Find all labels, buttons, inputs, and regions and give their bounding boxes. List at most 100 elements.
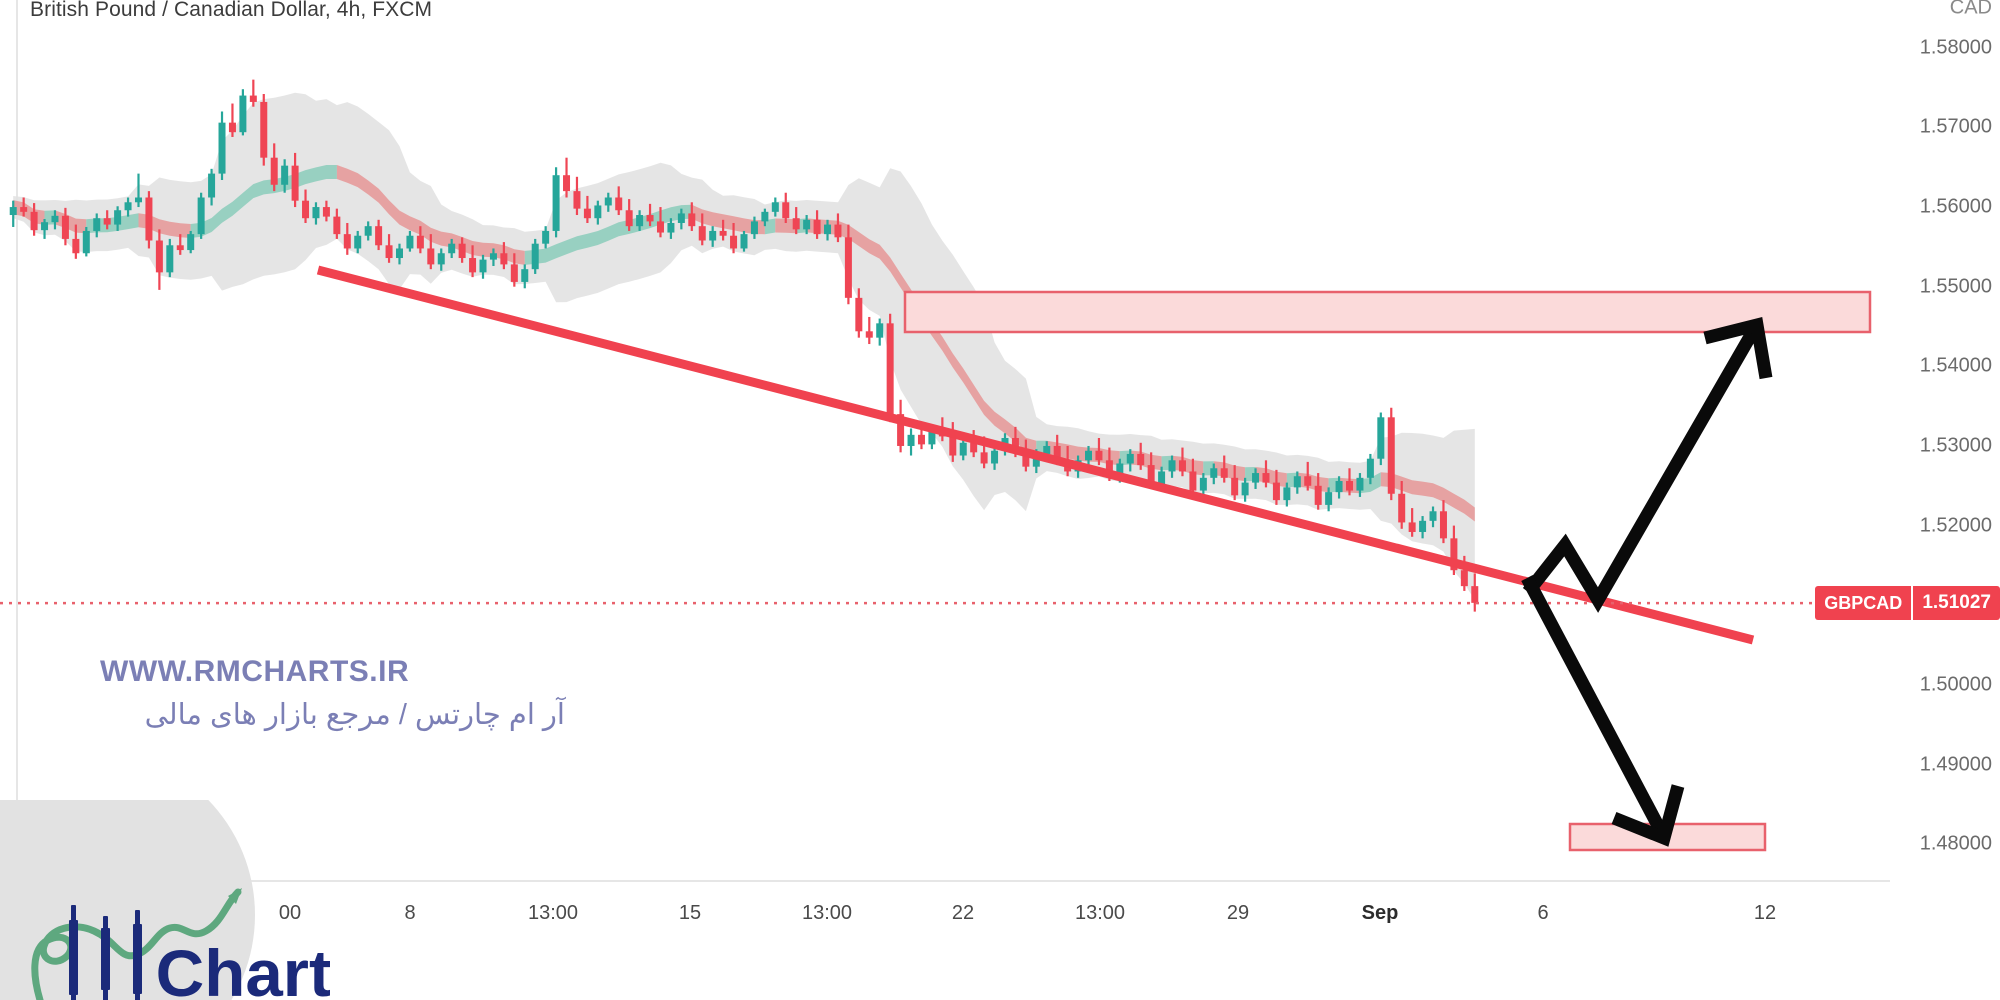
- candle-body: [719, 230, 727, 236]
- candle-body: [1053, 445, 1061, 461]
- candle-body: [1022, 452, 1030, 467]
- ribbon-core-segment: [1255, 467, 1287, 488]
- candle-body: [1252, 473, 1260, 483]
- ribbon-band: [13, 92, 1475, 601]
- candle-body: [844, 237, 852, 298]
- candle-body: [907, 434, 915, 446]
- candle-body: [583, 208, 591, 219]
- candle-body: [124, 202, 132, 211]
- candle-body: [30, 211, 38, 231]
- chart-title: British Pound / Canadian Dollar, 4h, FXC…: [30, 0, 433, 21]
- candle-body: [1105, 460, 1113, 477]
- candle-body: [740, 234, 748, 249]
- time-tick: Sep: [1361, 902, 1399, 924]
- candle-body: [176, 245, 184, 251]
- candle-body: [1293, 476, 1301, 488]
- ribbon-core-segment: [764, 218, 776, 235]
- candle-body: [155, 240, 163, 273]
- candle-body: [479, 259, 487, 273]
- ribbon-core-segment: [1213, 461, 1246, 482]
- candle-body: [1439, 511, 1447, 539]
- time-tick: 12: [1753, 902, 1777, 924]
- candle-body: [82, 230, 90, 254]
- time-tick: 8: [404, 902, 416, 924]
- ribbon-core-segment: [190, 165, 337, 238]
- candle-body: [343, 234, 351, 249]
- price-tick: 1.52000: [1919, 514, 1992, 537]
- time-tick: 00: [278, 902, 302, 924]
- candle-body: [803, 219, 811, 230]
- ribbon-core-segment: [691, 204, 765, 235]
- candle-body: [322, 207, 330, 217]
- bearish-projection-arrow[interactable]: [1521, 574, 1685, 847]
- candle-body: [500, 253, 508, 265]
- candle-body: [636, 215, 644, 227]
- candle-body: [469, 258, 477, 273]
- time-tick: 13:00: [527, 902, 579, 924]
- candle-body: [1346, 481, 1354, 491]
- ribbon-core-segment: [1380, 472, 1475, 522]
- candle-body: [61, 215, 69, 239]
- price-tick: 1.57000: [1919, 115, 1992, 138]
- ribbon-core-segment: [806, 218, 1037, 455]
- candle-body: [1356, 477, 1364, 491]
- candle-body: [625, 210, 633, 227]
- candle-body: [698, 226, 706, 241]
- candle-body: [542, 230, 550, 244]
- candle-body: [730, 235, 738, 249]
- candle-body: [1116, 463, 1124, 477]
- candle-body: [1178, 460, 1186, 472]
- candle-body: [510, 264, 518, 282]
- candle-body: [1398, 493, 1406, 523]
- candle-body: [865, 331, 873, 338]
- candle-body: [1032, 453, 1040, 467]
- candle-body: [1011, 438, 1019, 453]
- candle-body: [980, 452, 988, 464]
- candle-body: [103, 218, 111, 225]
- candle-body: [1366, 458, 1374, 478]
- price-tick: 1.56000: [1919, 195, 1992, 218]
- time-axis[interactable]: 00 8 13:00 15 13:00 22 13:00 29 Sep 6 12: [0, 880, 1890, 1000]
- candle-body: [395, 248, 403, 259]
- candle-body: [991, 450, 999, 464]
- candle-body: [489, 253, 497, 260]
- current-price-tag[interactable]: GBPCAD 1.51027: [1815, 586, 2000, 621]
- resistance-zone[interactable]: [903, 290, 1872, 334]
- candle-body: [1419, 520, 1427, 532]
- candle-body: [1231, 477, 1239, 496]
- candle-body: [416, 235, 424, 249]
- candle-body: [886, 323, 894, 415]
- price-tick: 1.48000: [1919, 832, 1992, 855]
- price-axis[interactable]: CAD 1.58000 1.57000 1.56000 1.55000 1.54000 1…: [1815, 0, 2000, 880]
- candle-body: [208, 173, 216, 198]
- candle-body: [1095, 450, 1103, 461]
- candle-body: [949, 436, 957, 456]
- candle-body: [1126, 453, 1134, 464]
- chart-left-border: [16, 0, 18, 880]
- candle-body: [824, 224, 832, 235]
- time-tick: 29: [1226, 902, 1250, 924]
- candle-body: [249, 95, 257, 102]
- candle-body: [855, 297, 863, 332]
- candle-body: [166, 245, 174, 273]
- candle-body: [437, 253, 445, 265]
- candle-body: [114, 210, 122, 225]
- candle-body: [1262, 473, 1270, 483]
- candle-body: [959, 442, 967, 456]
- descending-trendline[interactable]: [316, 265, 1755, 645]
- candle-body: [761, 211, 769, 222]
- candle-body: [72, 238, 80, 254]
- candle-body: [333, 216, 341, 235]
- candle-body: [260, 101, 268, 158]
- chart-plot-area[interactable]: [0, 0, 1890, 880]
- candle-body: [573, 191, 581, 209]
- candle-body: [876, 323, 884, 338]
- candle-body: [458, 243, 466, 259]
- bullish-projection-arrow[interactable]: [1522, 316, 1773, 613]
- price-tag-symbol: GBPCAD: [1815, 586, 1914, 621]
- price-tick: 1.53000: [1919, 434, 1992, 457]
- candle-body: [677, 213, 685, 223]
- candle-body: [709, 230, 717, 241]
- candle-body: [1272, 482, 1280, 501]
